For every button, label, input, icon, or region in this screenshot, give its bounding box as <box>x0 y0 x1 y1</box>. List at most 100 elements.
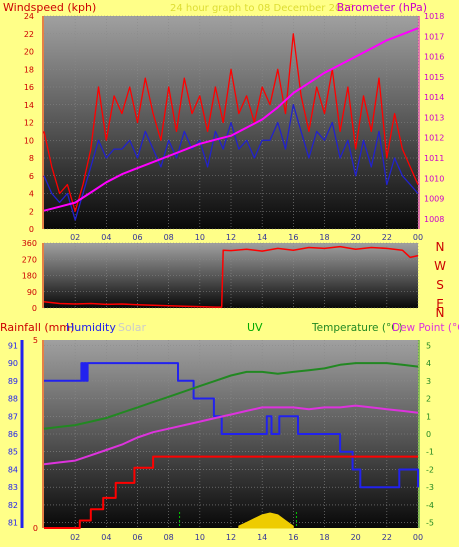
barometer-tick-label-1009: 1009 <box>424 195 444 204</box>
x-tick-label-02: 02 <box>70 533 80 542</box>
humidity-tick-label-90: 90 <box>8 359 18 368</box>
rainfall-series-line <box>44 455 418 529</box>
humidity-tick-label-82: 82 <box>8 501 18 510</box>
x-tick-label-00: 00 <box>413 533 423 542</box>
wind-tick-label-18: 18 <box>24 65 34 74</box>
x-tick-label-22: 22 <box>382 233 392 242</box>
wind-tick-label-12: 12 <box>24 119 34 128</box>
barometer-tick-label-1012: 1012 <box>424 134 444 143</box>
humidity-series-line <box>44 362 419 489</box>
wind-tick-label-0: 0 <box>29 225 34 234</box>
x-tick-label-20: 20 <box>351 233 361 242</box>
barometer-tick-label-1018: 1018 <box>424 12 444 21</box>
x-tick-label-00: 00 <box>413 233 423 242</box>
barometer-tick-label-1017: 1017 <box>424 32 444 41</box>
x-tick-label-12: 12 <box>226 233 236 242</box>
x-tick-label-04: 04 <box>101 533 111 542</box>
temperature-tick-label--5: -5 <box>426 519 434 528</box>
direction-tick-label-360: 360 <box>22 239 37 248</box>
x-tick-label-12: 12 <box>226 533 236 542</box>
wind-tick-label-16: 16 <box>24 83 34 92</box>
x-tick-label-08: 08 <box>164 533 174 542</box>
x-tick-label-06: 06 <box>132 233 142 242</box>
humidity-tick-label-84: 84 <box>8 465 18 474</box>
humidity-tick-label-83: 83 <box>8 483 18 492</box>
humidity-tick-label-91: 91 <box>8 341 18 350</box>
temperature-tick-label-5: 5 <box>426 341 431 350</box>
humidity-tick-label-87: 87 <box>8 412 18 421</box>
barometer-tick-label-1014: 1014 <box>424 93 444 102</box>
compass-label-s: S <box>436 278 444 292</box>
temperature-tick-label-4: 4 <box>426 359 431 368</box>
compass-labels: N W S E N <box>434 240 446 320</box>
x-tick-label-08: 08 <box>164 233 174 242</box>
direction-grid <box>44 242 419 309</box>
x-tick-label-10: 10 <box>195 233 205 242</box>
x-tick-label-04: 04 <box>101 233 111 242</box>
barometer-tick-label-1016: 1016 <box>424 53 444 62</box>
direction-tick-label-0: 0 <box>32 304 37 313</box>
barometer-series-line <box>43 27 419 212</box>
compass-label-e: E <box>436 297 444 311</box>
temperature-tick-label--1: -1 <box>426 448 434 457</box>
barometer-tick-label-1013: 1013 <box>424 113 444 122</box>
rain-grid <box>44 340 419 528</box>
wind-tick-label-2: 2 <box>29 207 34 216</box>
temperature-tick-label--2: -2 <box>426 465 434 474</box>
wind-tick-label-24: 24 <box>24 12 34 21</box>
barometer-tick-label-1015: 1015 <box>424 73 444 82</box>
x-tick-label-16: 16 <box>288 533 298 542</box>
barometer-tick-label-1010: 1010 <box>424 174 444 183</box>
direction-tick-label-90: 90 <box>27 288 37 297</box>
wind-tick-label-22: 22 <box>24 30 34 39</box>
header-center-label: 24 hour graph to 08 December 2006 <box>170 3 354 14</box>
wind-tick-label-20: 20 <box>24 48 34 57</box>
barometer-tick-label-1008: 1008 <box>424 215 444 224</box>
humidity-tick-label-86: 86 <box>8 430 18 439</box>
x-tick-label-22: 22 <box>382 533 392 542</box>
compass-label-n-top: N <box>436 240 445 254</box>
x-tick-label-10: 10 <box>195 533 205 542</box>
dewpoint-series-line <box>43 404 419 466</box>
rain-tick-label-5: 5 <box>33 336 38 345</box>
temperature-tick-label-2: 2 <box>426 395 431 404</box>
x-tick-label-14: 14 <box>257 533 267 542</box>
temperature-tick-label-3: 3 <box>426 377 431 386</box>
humidity-label: Humidity <box>66 321 116 334</box>
rain-tick-label-0: 0 <box>33 524 38 533</box>
rainfall-label: Rainfall (mm) <box>0 321 74 334</box>
x-tick-label-20: 20 <box>351 533 361 542</box>
x-tick-label-14: 14 <box>257 233 267 242</box>
wind-tick-label-4: 4 <box>29 190 34 199</box>
temperature-label: Temperature (°C) <box>311 322 403 334</box>
temperature-tick-label-1: 1 <box>426 412 431 421</box>
humidity-tick-label-89: 89 <box>8 377 18 386</box>
humidity-tick-label-85: 85 <box>8 448 18 457</box>
gust-series-line <box>43 33 419 212</box>
temperature-tick-label--3: -3 <box>426 483 434 492</box>
average-series-line <box>43 104 419 221</box>
dewpoint-label: Dew Point (°C) <box>392 322 459 334</box>
temperature-series-line <box>43 362 419 430</box>
wind-tick-label-14: 14 <box>24 101 34 110</box>
x-tick-label-16: 16 <box>288 233 298 242</box>
direction-series-line <box>43 245 419 308</box>
wind-tick-label-8: 8 <box>29 154 34 163</box>
direction-tick-label-180: 180 <box>22 272 37 281</box>
compass-label-n-bottom: N <box>436 306 445 320</box>
tick-labels: 02 04 06 08 10 12 14 16 18 20 22 000246810121416182… <box>8 12 445 542</box>
direction-tick-label-270: 270 <box>22 255 37 264</box>
humidity-tick-label-81: 81 <box>8 519 18 528</box>
barometer-tick-label-1011: 1011 <box>424 154 444 163</box>
solar-series-area <box>238 512 294 529</box>
x-tick-label-06: 06 <box>132 533 142 542</box>
series-lines <box>43 27 419 529</box>
uv-label: UV <box>247 321 263 334</box>
x-tick-label-18: 18 <box>319 233 329 242</box>
wind-tick-label-10: 10 <box>24 136 34 145</box>
x-tick-label-02: 02 <box>70 233 80 242</box>
x-tick-label-18: 18 <box>319 533 329 542</box>
temperature-tick-label-0: 0 <box>426 430 431 439</box>
